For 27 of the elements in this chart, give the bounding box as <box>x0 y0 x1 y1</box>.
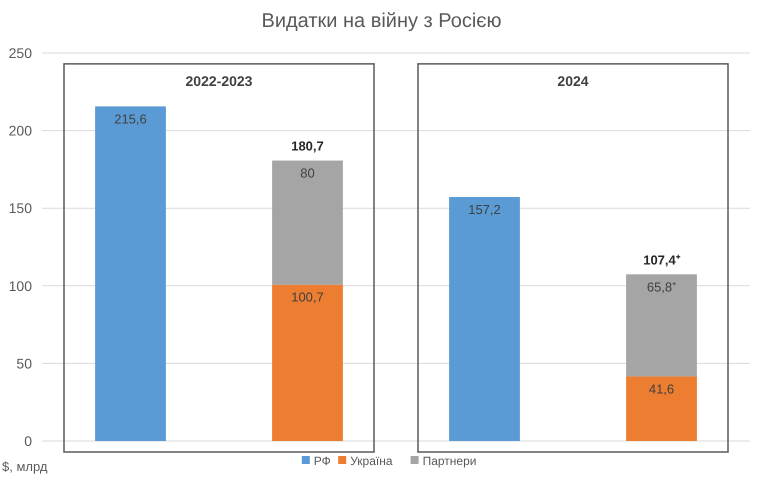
data-label: 215,6 <box>114 111 147 126</box>
bar <box>626 274 697 376</box>
bar <box>449 197 520 441</box>
y-tick-label: 100 <box>8 278 32 294</box>
data-label: 157,2 <box>468 202 501 218</box>
bar <box>95 106 166 441</box>
text: $, млрд <box>2 459 48 474</box>
y-tick-label: 150 <box>8 200 32 216</box>
chart-title: Видатки на війну з Росією <box>261 10 502 32</box>
legend-label: Партнери <box>422 454 476 468</box>
total-label: 107,4⁺ <box>643 252 681 268</box>
data-label: 80 <box>300 166 315 181</box>
bar <box>626 376 697 441</box>
legend-label: Україна <box>350 454 393 468</box>
y-tick-label: 0 <box>24 433 32 449</box>
total-label: 180,7 <box>291 138 324 154</box>
bar <box>272 160 343 285</box>
bar <box>272 284 343 441</box>
y-tick-label: 200 <box>8 122 32 139</box>
data-label: 100,7 <box>291 290 324 305</box>
legend-label: РФ <box>314 454 331 468</box>
data-label: 65,8⁺ <box>646 279 676 294</box>
annotation: 2024 <box>557 72 589 89</box>
y-tick-label: 250 <box>8 45 32 61</box>
data-label: 41,6 <box>648 381 674 396</box>
annotation: 2022-2023 <box>186 72 253 89</box>
y-tick-label: 50 <box>16 355 32 372</box>
